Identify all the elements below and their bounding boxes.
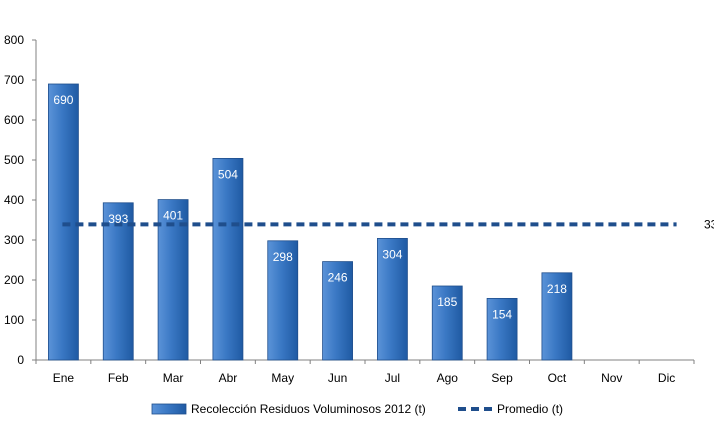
bar xyxy=(431,285,463,361)
data-labels: 690 393 401 504 298 246 304 185 154 218 xyxy=(53,93,567,321)
x-tick-label: Jun xyxy=(328,371,347,385)
y-tick-label: 500 xyxy=(4,153,24,167)
bar-data-label: 218 xyxy=(547,282,567,296)
bar xyxy=(267,240,299,361)
y-tick-label: 400 xyxy=(4,193,24,207)
bar-data-label: 298 xyxy=(273,250,293,264)
x-tick-label: Ene xyxy=(53,371,75,385)
bar xyxy=(486,297,518,361)
x-tick-label: Oct xyxy=(548,371,567,385)
x-tick-label: Ago xyxy=(437,371,459,385)
legend-label-bars: Recolección Residuos Voluminosos 2012 (t… xyxy=(191,402,426,416)
x-tick-label: Mar xyxy=(163,371,184,385)
average-value-label: 339 xyxy=(704,217,714,231)
bar-data-label: 246 xyxy=(328,271,348,285)
legend-label-average: Promedio (t) xyxy=(497,402,563,416)
x-tick-label: Sep xyxy=(491,371,513,385)
bar xyxy=(102,202,134,361)
bar xyxy=(48,83,79,361)
bar-data-label: 504 xyxy=(218,167,238,181)
x-tick-label: Abr xyxy=(219,371,238,385)
y-tick-label: 700 xyxy=(4,73,24,87)
bars xyxy=(48,83,573,361)
bar-data-label: 185 xyxy=(437,295,457,309)
bar xyxy=(212,157,244,361)
bar-data-label: 154 xyxy=(492,307,512,321)
bar-data-label: 690 xyxy=(53,93,73,107)
average-line-group: 339 xyxy=(62,217,714,231)
axes: 0 100 200 300 400 500 600 700 800 Ene Feb Mar Abr May… xyxy=(4,33,695,385)
bar xyxy=(322,261,353,361)
bar-data-label: 304 xyxy=(382,247,402,261)
x-tick-label: Feb xyxy=(108,371,129,385)
y-tick-label: 100 xyxy=(4,313,24,327)
x-tick-label: May xyxy=(271,371,294,385)
bar xyxy=(377,237,408,361)
bar-data-label: 401 xyxy=(163,209,183,223)
y-tick-label: 800 xyxy=(4,33,24,47)
y-tick-label: 200 xyxy=(4,273,24,287)
legend-swatch-bars xyxy=(151,403,187,415)
y-tick-label: 0 xyxy=(17,353,24,367)
x-tick-label: Nov xyxy=(601,371,622,385)
bar-data-label: 393 xyxy=(108,212,128,226)
x-tick-label: Dic xyxy=(658,371,675,385)
bar xyxy=(541,272,573,361)
legend: Recolección Residuos Voluminosos 2012 (t… xyxy=(151,402,563,416)
y-tick-label: 600 xyxy=(4,113,24,127)
x-tick-label: Jul xyxy=(385,371,400,385)
y-tick-label: 300 xyxy=(4,233,24,247)
